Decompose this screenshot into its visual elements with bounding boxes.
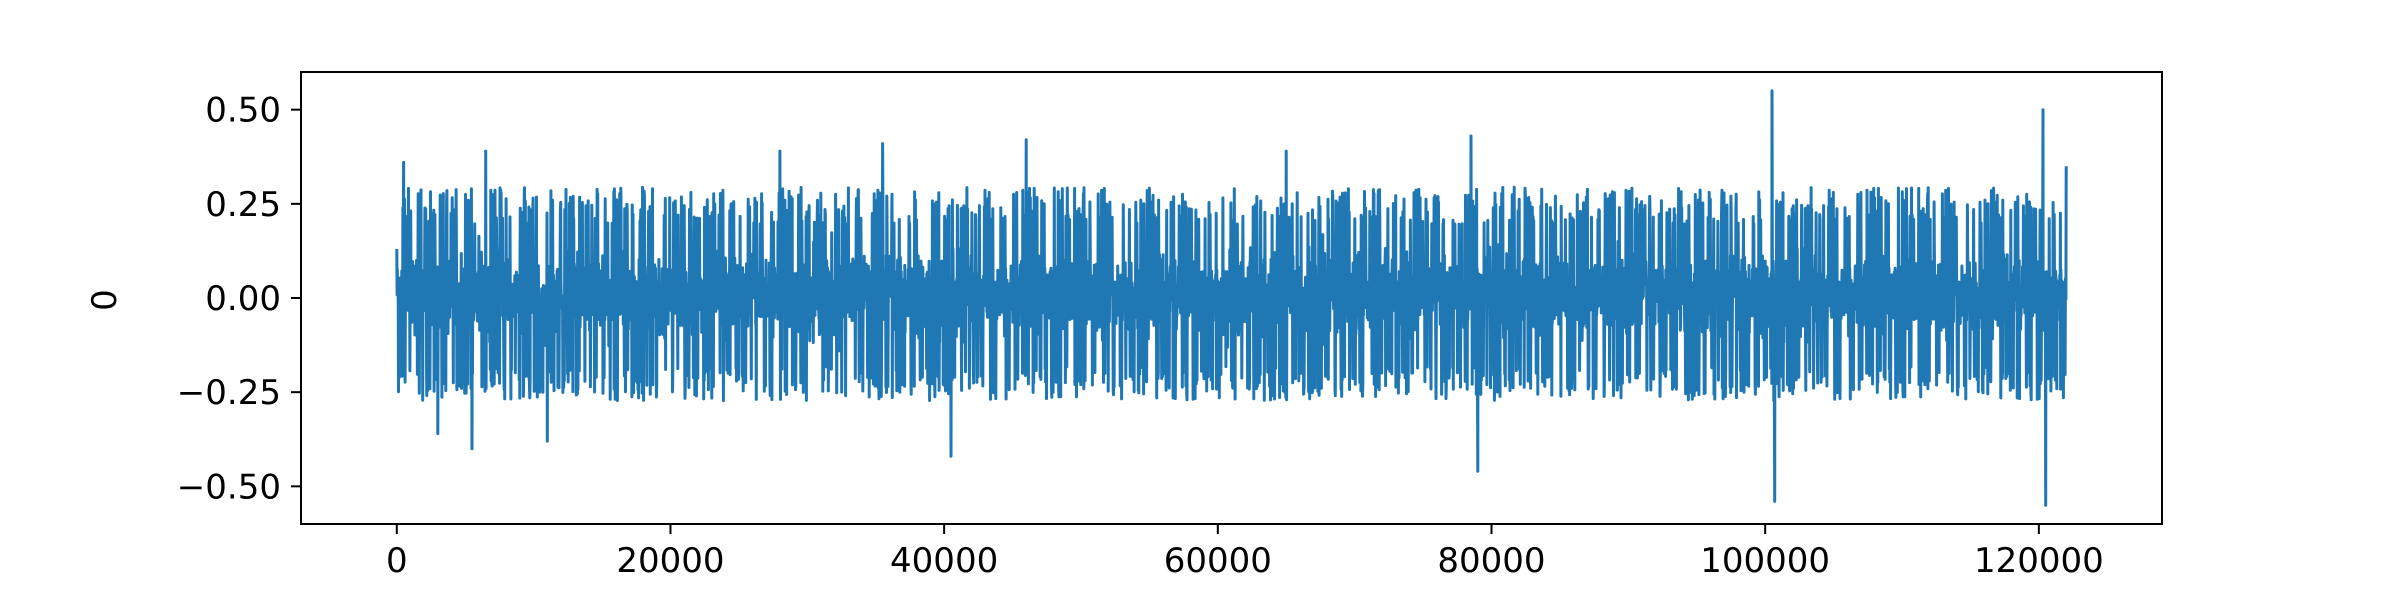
y-axis: 0.50 0.25 0.00 −0.25 −0.50 [177,91,301,507]
x-axis: 0 20000 40000 60000 80000 100000 120000 [386,524,2104,581]
x-tick-label: 0 [386,541,408,581]
x-tick-label: 20000 [616,541,724,581]
x-tick-label: 80000 [1437,541,1545,581]
y-tick-label: 0.00 [205,279,281,319]
x-tick-label: 120000 [1974,541,2104,581]
x-tick-label: 100000 [1700,541,1830,581]
y-tick-label: −0.25 [177,373,281,413]
x-tick-label: 60000 [1164,541,1272,581]
y-tick-label: 0.50 [205,91,281,131]
x-tick-label: 40000 [890,541,998,581]
series-layer [395,89,2068,507]
series-line [395,89,2068,507]
y-tick-label: 0.25 [205,185,281,225]
y-axis-label: 0 [85,289,125,311]
y-tick-label: −0.50 [177,467,281,507]
